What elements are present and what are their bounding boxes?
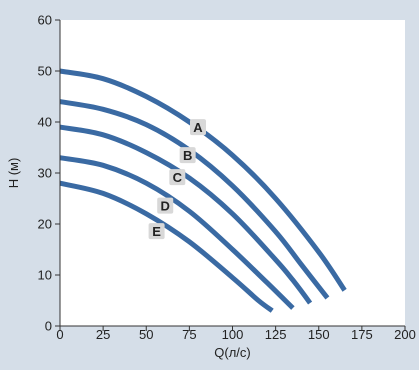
x-tick-label: 125	[265, 327, 287, 342]
axes: 0 10 20 30 40 50 60 0 25 50 75 100 125 150 175 200	[38, 13, 416, 343]
y-tick-label: 30	[38, 166, 52, 181]
series-label-d: D	[161, 199, 170, 214]
series-label-a: A	[193, 120, 203, 135]
series-line-a	[59, 68, 347, 292]
y-tick-label: 40	[38, 115, 52, 130]
series-label-box-d	[157, 197, 174, 214]
x-tick-label: 0	[56, 327, 63, 342]
x-tick-label: 25	[96, 327, 110, 342]
series-layer	[59, 68, 347, 313]
x-axis-title: Q(л/с)	[214, 345, 250, 360]
series-label-box-e	[148, 223, 165, 240]
series-label-e: E	[152, 224, 161, 239]
series-label-box-c	[169, 169, 186, 186]
series-label-box-b	[179, 147, 196, 164]
x-tick-label: 50	[139, 327, 153, 342]
series-line-b	[59, 99, 330, 300]
series-line-c	[59, 124, 313, 305]
series-label-box-a	[190, 119, 206, 136]
x-tick-label: 150	[308, 327, 330, 342]
series-label-b: B	[183, 148, 192, 163]
series-line-e	[59, 180, 274, 313]
y-tick-label: 50	[38, 64, 52, 79]
series-line-d	[59, 155, 295, 310]
y-tick-label: 10	[38, 268, 52, 283]
x-tick-label: 100	[222, 327, 244, 342]
x-tick-label: 175	[351, 327, 373, 342]
x-tick-label: 200	[394, 327, 416, 342]
series-label-c: C	[173, 170, 183, 185]
y-axis-title: H (м)	[6, 158, 21, 189]
x-tick-label: 75	[182, 327, 196, 342]
y-tick-label: 0	[45, 319, 52, 334]
y-tick-label: 60	[38, 13, 52, 28]
y-tick-label: 20	[38, 217, 52, 232]
